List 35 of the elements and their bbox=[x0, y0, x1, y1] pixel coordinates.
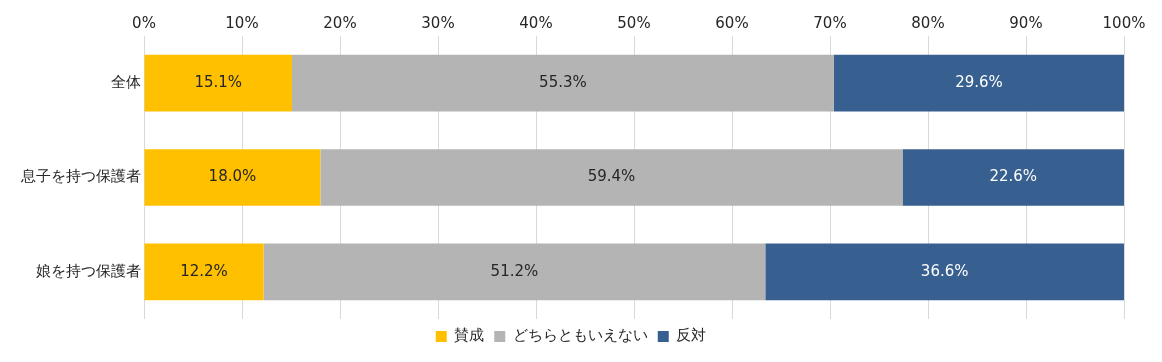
bar bbox=[902, 149, 1124, 206]
x-tick-label: 100% bbox=[1102, 13, 1146, 32]
bar bbox=[833, 54, 1124, 112]
data-label: 51.2% bbox=[490, 261, 539, 280]
x-tick-label: 70% bbox=[813, 13, 847, 32]
x-tick-label: 20% bbox=[323, 13, 357, 32]
x-tick-label: 0% bbox=[132, 13, 156, 32]
bar bbox=[144, 243, 264, 301]
legend-label: 反対 bbox=[676, 326, 707, 345]
bar bbox=[765, 243, 1124, 301]
data-label: 15.1% bbox=[194, 73, 243, 92]
x-tick-label: 90% bbox=[1009, 13, 1043, 32]
data-label: 29.6% bbox=[955, 73, 1003, 92]
x-tick-label: 30% bbox=[421, 13, 455, 32]
x-tick-label: 60% bbox=[715, 13, 749, 32]
data-label: 22.6% bbox=[989, 167, 1038, 186]
data-label: 36.6% bbox=[920, 261, 969, 280]
y-tick-label: 息子を持つ保護者 bbox=[20, 167, 141, 186]
data-label: 12.2% bbox=[180, 261, 228, 280]
x-tick-label: 40% bbox=[519, 13, 553, 32]
x-tick-label: 80% bbox=[911, 13, 945, 32]
bar bbox=[144, 54, 292, 112]
bar bbox=[263, 243, 766, 301]
bar bbox=[320, 149, 903, 206]
y-tick-label: 娘を持つ保護者 bbox=[36, 261, 141, 280]
y-tick-label: 全体 bbox=[111, 73, 141, 92]
x-tick-label: 10% bbox=[225, 13, 259, 32]
bar bbox=[291, 54, 834, 112]
data-label: 55.3% bbox=[539, 73, 587, 92]
data-label: 18.0% bbox=[208, 167, 257, 186]
legend-label: 賛成 bbox=[454, 326, 485, 345]
data-label: 59.4% bbox=[587, 167, 636, 186]
x-tick-label: 50% bbox=[617, 13, 651, 32]
legend-label: どちらともいえない bbox=[512, 326, 648, 345]
bar bbox=[144, 149, 321, 206]
